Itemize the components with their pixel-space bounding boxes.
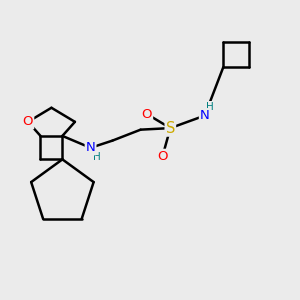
Text: O: O (157, 150, 168, 163)
Text: H: H (93, 152, 101, 162)
Text: N: N (86, 141, 95, 154)
Text: O: O (142, 107, 152, 121)
Text: H: H (206, 102, 213, 112)
Text: O: O (23, 115, 33, 128)
Text: N: N (200, 109, 210, 122)
Text: S: S (166, 121, 175, 136)
